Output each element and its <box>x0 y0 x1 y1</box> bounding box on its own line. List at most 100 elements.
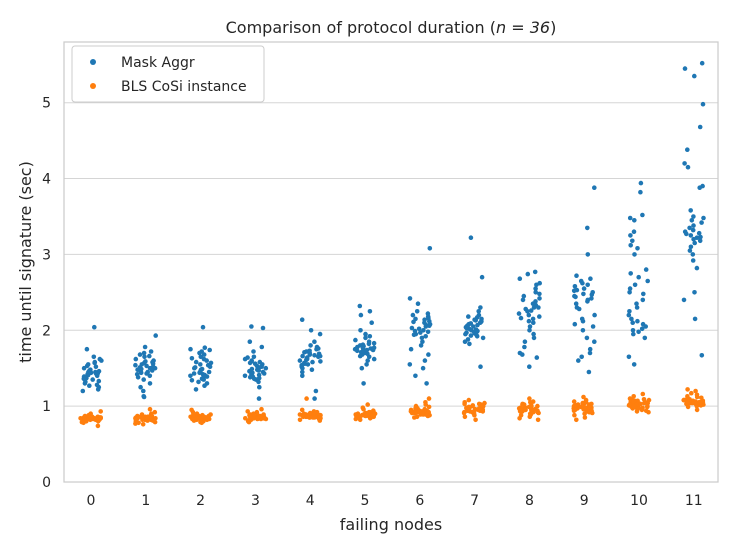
point-mask-aggr-6-18 <box>418 343 424 348</box>
point-mask-aggr-9-22 <box>587 346 593 352</box>
point-mask-aggr-4-30 <box>304 355 310 360</box>
point-mask-aggr-10-4 <box>632 218 637 223</box>
point-mask-aggr-3-33 <box>250 374 256 379</box>
point-mask-aggr-1-25 <box>135 375 141 380</box>
point-mask-aggr-3-18 <box>256 379 261 385</box>
point-mask-aggr-2-7 <box>193 359 199 365</box>
point-bls-cosi-3-0 <box>259 406 264 412</box>
point-mask-aggr-0-0 <box>92 324 97 330</box>
point-mask-aggr-8-16 <box>527 324 533 329</box>
point-mask-aggr-5-21 <box>359 365 365 371</box>
point-mask-aggr-2-24 <box>191 371 197 376</box>
point-mask-aggr-8-35 <box>534 282 539 288</box>
point-mask-aggr-10-32 <box>635 318 640 324</box>
point-mask-aggr-5-29 <box>360 342 366 348</box>
point-mask-aggr-10-28 <box>626 354 632 360</box>
point-bls-cosi-10-35 <box>641 400 647 406</box>
point-mask-aggr-1-33 <box>143 359 148 364</box>
point-mask-aggr-7-33 <box>464 325 469 331</box>
point-bls-cosi-8-21 <box>535 417 541 423</box>
point-mask-aggr-11-11 <box>701 215 706 221</box>
point-mask-aggr-7-27 <box>464 330 469 335</box>
point-bls-cosi-4-35 <box>317 412 323 418</box>
point-mask-aggr-8-32 <box>537 291 542 297</box>
point-mask-aggr-11-35 <box>698 234 703 240</box>
point-bls-cosi-11-34 <box>687 397 692 402</box>
point-mask-aggr-8-18 <box>531 331 536 337</box>
point-mask-aggr-9-29 <box>589 296 594 301</box>
point-mask-aggr-1-1 <box>142 344 148 350</box>
point-mask-aggr-4-4 <box>308 343 313 348</box>
point-mask-aggr-1-23 <box>133 356 139 362</box>
point-mask-aggr-11-4 <box>697 124 703 130</box>
point-mask-aggr-5-1 <box>367 309 373 314</box>
point-bls-cosi-8-35 <box>518 406 524 411</box>
point-mask-aggr-10-15 <box>641 291 646 297</box>
point-mask-aggr-9-14 <box>592 312 597 318</box>
point-mask-aggr-8-31 <box>528 308 534 313</box>
point-mask-aggr-11-20 <box>692 290 697 295</box>
point-mask-aggr-3-31 <box>257 365 262 370</box>
point-mask-aggr-8-19 <box>531 335 537 341</box>
point-mask-aggr-7-22 <box>467 341 472 347</box>
point-mask-aggr-9-9 <box>581 291 586 297</box>
point-bls-cosi-2-20 <box>199 420 204 426</box>
x-tick-label-9: 9 <box>580 493 589 509</box>
point-bls-cosi-6-35 <box>417 408 422 414</box>
point-mask-aggr-0-27 <box>96 378 102 384</box>
point-mask-aggr-6-2 <box>415 301 421 307</box>
point-mask-aggr-9-7 <box>581 286 587 291</box>
point-mask-aggr-11-25 <box>699 220 704 225</box>
point-bls-cosi-11-0 <box>685 387 690 392</box>
point-bls-cosi-10-0 <box>640 391 646 397</box>
point-mask-aggr-11-1 <box>682 66 688 71</box>
point-mask-aggr-11-17 <box>690 252 696 257</box>
point-bls-cosi-11-5 <box>694 394 700 400</box>
point-mask-aggr-0-1 <box>84 346 90 352</box>
point-mask-aggr-8-28 <box>518 315 524 321</box>
point-mask-aggr-0-2 <box>91 354 97 360</box>
point-bls-cosi-1-0 <box>147 406 153 412</box>
point-mask-aggr-9-23 <box>587 350 593 356</box>
point-mask-aggr-9-25 <box>576 358 581 363</box>
point-mask-aggr-10-20 <box>630 320 635 326</box>
point-mask-aggr-7-23 <box>478 364 483 370</box>
point-mask-aggr-2-20 <box>193 387 199 392</box>
point-mask-aggr-3-20 <box>256 396 262 401</box>
point-mask-aggr-9-16 <box>580 318 586 324</box>
point-mask-aggr-2-35 <box>204 374 210 379</box>
point-bls-cosi-7-19 <box>462 414 468 420</box>
point-bls-cosi-3-1 <box>245 409 250 414</box>
point-mask-aggr-4-25 <box>307 348 312 354</box>
point-mask-aggr-8-21 <box>522 344 527 350</box>
point-bls-cosi-8-19 <box>527 414 533 420</box>
point-mask-aggr-1-2 <box>148 349 154 354</box>
point-bls-cosi-8-27 <box>523 407 528 413</box>
point-mask-aggr-4-9 <box>307 352 313 357</box>
point-mask-aggr-6-23 <box>420 365 426 371</box>
point-mask-aggr-8-6 <box>521 293 527 299</box>
point-mask-aggr-8-0 <box>532 269 538 275</box>
point-mask-aggr-11-33 <box>691 223 696 228</box>
point-mask-aggr-9-26 <box>586 369 592 375</box>
point-bls-cosi-3-20 <box>246 419 252 425</box>
point-mask-aggr-5-6 <box>367 334 373 339</box>
point-bls-cosi-9-32 <box>580 400 585 406</box>
point-bls-cosi-2-32 <box>190 412 196 418</box>
point-bls-cosi-9-21 <box>574 417 579 423</box>
point-mask-aggr-2-17 <box>196 379 201 385</box>
point-bls-cosi-11-22 <box>685 404 691 410</box>
point-mask-aggr-6-24 <box>413 373 418 379</box>
point-mask-aggr-1-27 <box>133 362 138 368</box>
point-mask-aggr-9-6 <box>585 282 590 288</box>
point-mask-aggr-8-13 <box>530 316 536 322</box>
point-mask-aggr-4-32 <box>302 350 307 355</box>
point-mask-aggr-7-32 <box>468 321 474 326</box>
point-mask-aggr-8-26 <box>523 306 528 312</box>
point-mask-aggr-6-1 <box>407 296 413 301</box>
chart-title: Comparison of protocol duration (n = 36) <box>226 18 557 37</box>
point-mask-aggr-9-33 <box>576 306 582 312</box>
point-mask-aggr-4-13 <box>297 358 303 363</box>
point-mask-aggr-10-7 <box>630 238 635 244</box>
point-mask-aggr-7-35 <box>473 318 479 323</box>
